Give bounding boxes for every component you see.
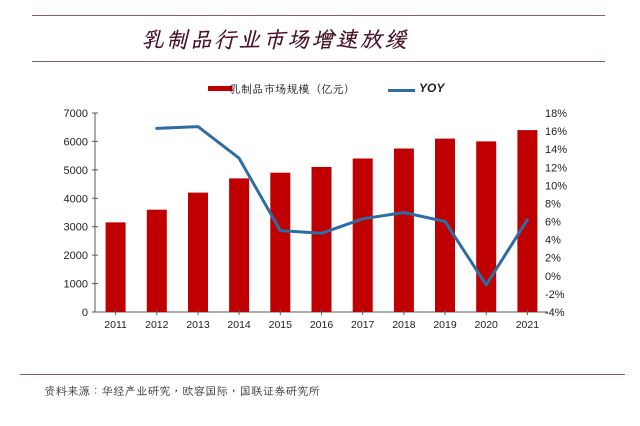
svg-text:0: 0: [82, 307, 88, 319]
svg-text:2013: 2013: [186, 319, 210, 331]
svg-text:0%: 0%: [545, 271, 561, 283]
svg-text:1000: 1000: [64, 279, 88, 291]
svg-text:16%: 16%: [545, 126, 567, 138]
svg-text:2017: 2017: [351, 319, 375, 331]
svg-text:6000: 6000: [64, 136, 88, 148]
svg-text:2014: 2014: [227, 319, 251, 331]
svg-text:18%: 18%: [545, 108, 567, 120]
svg-text:-2%: -2%: [545, 289, 565, 301]
svg-text:2000: 2000: [64, 250, 88, 262]
svg-text:2015: 2015: [269, 319, 293, 331]
svg-text:-4%: -4%: [545, 307, 565, 319]
svg-text:2012: 2012: [145, 319, 169, 331]
svg-text:2020: 2020: [475, 319, 499, 331]
svg-text:2018: 2018: [392, 319, 416, 331]
svg-text:2021: 2021: [516, 319, 540, 331]
svg-text:7000: 7000: [64, 108, 88, 120]
svg-text:4%: 4%: [545, 235, 561, 247]
svg-text:6%: 6%: [545, 217, 561, 229]
svg-text:8%: 8%: [545, 199, 561, 211]
svg-text:2019: 2019: [433, 319, 457, 331]
svg-text:12%: 12%: [545, 162, 567, 174]
svg-text:3000: 3000: [64, 222, 88, 234]
svg-text:2016: 2016: [310, 319, 334, 331]
svg-text:2011: 2011: [104, 319, 127, 331]
svg-text:14%: 14%: [545, 144, 567, 156]
svg-text:2%: 2%: [545, 253, 561, 265]
svg-text:4000: 4000: [64, 193, 88, 205]
svg-text:5000: 5000: [64, 165, 88, 177]
svg-text:10%: 10%: [545, 180, 567, 192]
